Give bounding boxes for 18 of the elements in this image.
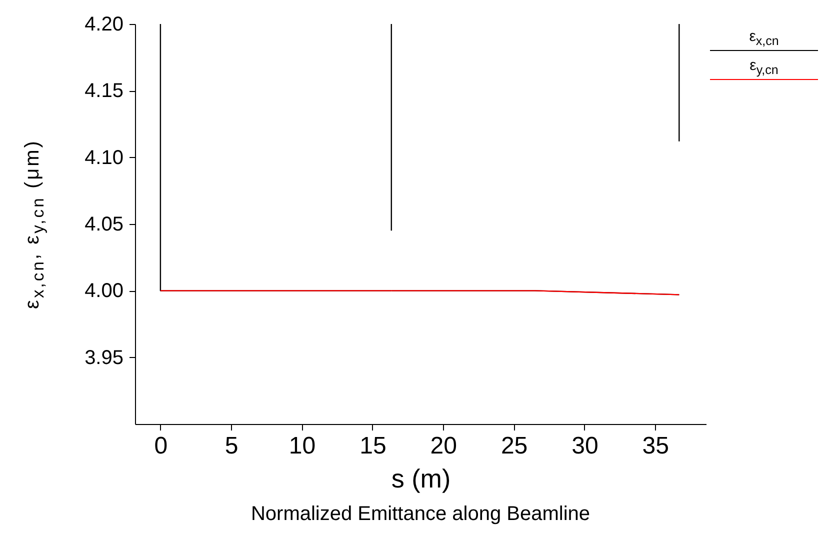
y-tick-label: 4.00 xyxy=(84,280,124,302)
y-tick-label: 4.05 xyxy=(84,214,124,236)
text: ε$_{y,cn}$ xyxy=(748,57,780,77)
x-tick-label: 15 xyxy=(360,432,386,460)
x-tick-label: 0 xyxy=(154,432,168,460)
x-tick-label: 35 xyxy=(642,432,669,460)
y-tick-label: 4.10 xyxy=(84,146,124,169)
x-tick-label: 5 xyxy=(224,432,238,460)
x-axis-title: s (m) xyxy=(391,464,451,494)
y-tick-label: 4.20 xyxy=(84,14,124,36)
y-tick-label: 4.15 xyxy=(84,80,124,102)
x-tick-label: 20 xyxy=(430,432,457,460)
x-tick-label: 30 xyxy=(572,432,598,460)
x-tick-label: 10 xyxy=(288,432,316,460)
y-tick-label: 3.95 xyxy=(84,346,124,369)
text: Normalized Emittance along Beamline xyxy=(250,503,590,525)
x-tick-label: 25 xyxy=(500,432,528,460)
text: ε$_{x,cn}$ xyxy=(748,28,780,48)
